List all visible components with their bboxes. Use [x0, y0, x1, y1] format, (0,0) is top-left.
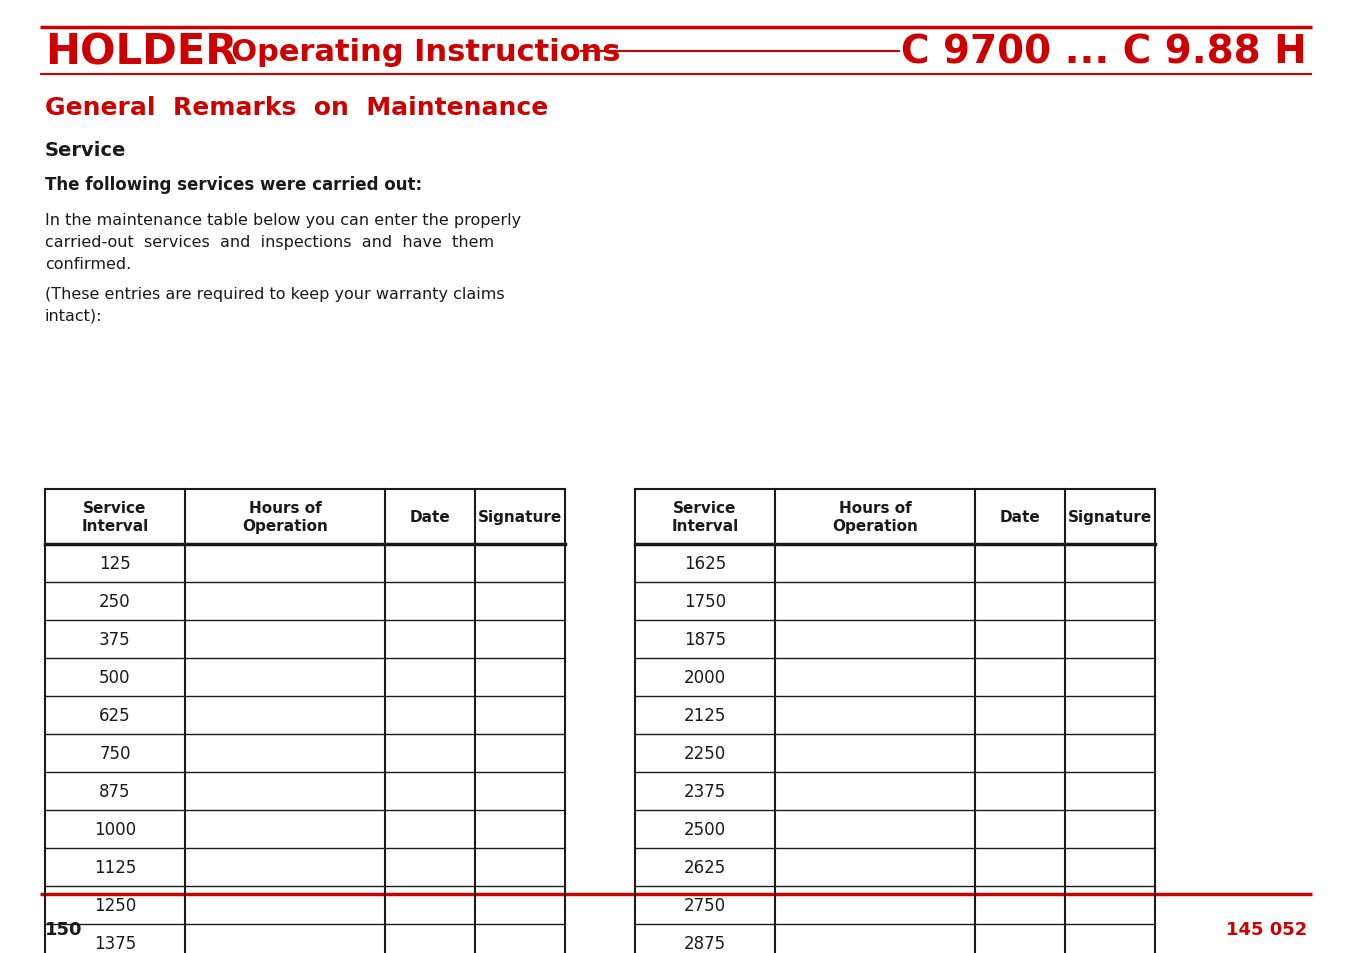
Text: 2250: 2250	[684, 744, 726, 762]
Text: 500: 500	[99, 668, 131, 686]
Text: carried-out  services  and  inspections  and  have  them: carried-out services and inspections and…	[45, 234, 493, 250]
Text: 150: 150	[45, 920, 82, 938]
Text: 875: 875	[99, 782, 131, 801]
Text: Date: Date	[410, 510, 450, 524]
Text: Signature: Signature	[477, 510, 562, 524]
Text: 145 052: 145 052	[1226, 920, 1307, 938]
Text: 750: 750	[99, 744, 131, 762]
Text: 1375: 1375	[93, 934, 137, 952]
Text: 1625: 1625	[684, 555, 726, 573]
Bar	[45, 490, 565, 544]
Text: 375: 375	[99, 630, 131, 648]
Text: General  Remarks  on  Maintenance: General Remarks on Maintenance	[45, 96, 549, 120]
Text: Signature: Signature	[1068, 510, 1152, 524]
Text: Hours of
Operation: Hours of Operation	[831, 500, 918, 533]
Text: 2000: 2000	[684, 668, 726, 686]
Text: 250: 250	[99, 593, 131, 610]
Text: 1000: 1000	[93, 821, 137, 838]
Bar	[635, 490, 1155, 544]
Text: 2875: 2875	[684, 934, 726, 952]
Text: 625: 625	[99, 706, 131, 724]
Text: 1250: 1250	[93, 896, 137, 914]
Text: 2625: 2625	[684, 858, 726, 876]
Text: The following services were carried out:: The following services were carried out:	[45, 175, 422, 193]
Text: confirmed.: confirmed.	[45, 256, 131, 272]
Text: 125: 125	[99, 555, 131, 573]
Text: 2750: 2750	[684, 896, 726, 914]
Text: Hours of
Operation: Hours of Operation	[242, 500, 329, 533]
Text: Date: Date	[999, 510, 1041, 524]
Text: Operating Instructions: Operating Instructions	[210, 37, 621, 67]
Text: Service
Interval: Service Interval	[672, 500, 738, 533]
Text: Service: Service	[45, 140, 126, 159]
Text: 2125: 2125	[684, 706, 726, 724]
Text: Service
Interval: Service Interval	[81, 500, 149, 533]
Text: intact):: intact):	[45, 308, 103, 323]
Text: 2375: 2375	[684, 782, 726, 801]
Text: C 9700 ... C 9.88 H: C 9700 ... C 9.88 H	[902, 33, 1307, 71]
Text: 1750: 1750	[684, 593, 726, 610]
Text: HOLDER: HOLDER	[45, 30, 238, 73]
Text: In the maintenance table below you can enter the properly: In the maintenance table below you can e…	[45, 213, 521, 227]
Text: 1125: 1125	[93, 858, 137, 876]
Text: (These entries are required to keep your warranty claims: (These entries are required to keep your…	[45, 286, 504, 301]
Text: 2500: 2500	[684, 821, 726, 838]
Text: 1875: 1875	[684, 630, 726, 648]
